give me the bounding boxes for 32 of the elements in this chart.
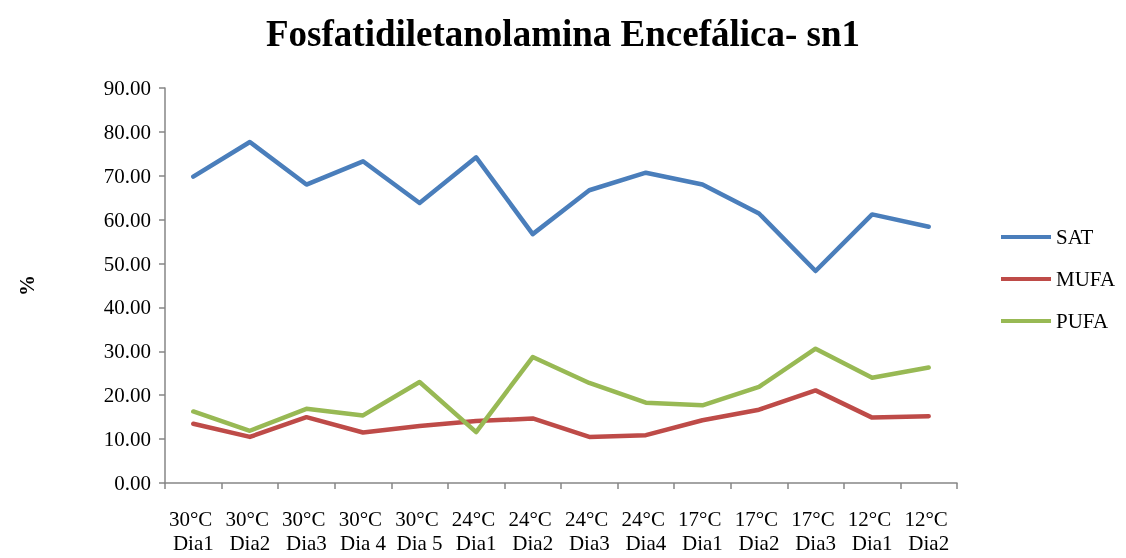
y-tick-label: 50.00 [103, 251, 151, 276]
x-tick-label: 30°C Dia 5 [395, 507, 444, 555]
y-tick-label: 70.00 [103, 163, 151, 188]
x-tick-label: 24°C Dia1 [451, 507, 501, 555]
y-tick-label: 10.00 [103, 427, 151, 452]
x-tick-label: 12°C Dia2 [904, 507, 954, 555]
x-tick-label: 17°C Dia2 [734, 507, 784, 555]
x-tick-label: 30°C Dia3 [282, 507, 331, 555]
x-tick-label: 17°C Dia3 [791, 507, 840, 555]
line-series [191, 139, 931, 274]
y-tick-label: 30.00 [103, 339, 151, 364]
y-tick-label: 90.00 [103, 76, 151, 100]
line-series [191, 388, 931, 440]
y-axis-title: % [14, 275, 39, 296]
legend-label: MUFA [1056, 267, 1116, 291]
y-tick-label: 20.00 [103, 383, 151, 408]
x-tick-label: 30°C Dia 4 [338, 507, 388, 555]
x-tick-label: 30°C Dia2 [225, 507, 275, 555]
y-tick-label: 60.00 [103, 207, 151, 232]
y-tick-label: 40.00 [103, 295, 151, 320]
x-tick-label: 24°C Dia3 [564, 507, 614, 555]
x-tick-label: 24°C Dia2 [508, 507, 558, 555]
legend-label: SAT [1056, 225, 1094, 249]
y-tick-label: 80.00 [103, 119, 151, 144]
chart-title: Fosfatidiletanolamina Encefálica- sn1 [265, 13, 861, 54]
line-series [191, 346, 931, 435]
legend-label: PUFA [1056, 309, 1109, 333]
x-tick-label: 17°C Dia1 [678, 507, 727, 555]
x-tick-label: 24°C Dia4 [621, 507, 671, 555]
y-tick-label: 0.00 [114, 471, 151, 495]
x-tick-label: 12°C Dia1 [847, 507, 897, 555]
x-tick-label: 30°C Dia1 [168, 507, 218, 555]
